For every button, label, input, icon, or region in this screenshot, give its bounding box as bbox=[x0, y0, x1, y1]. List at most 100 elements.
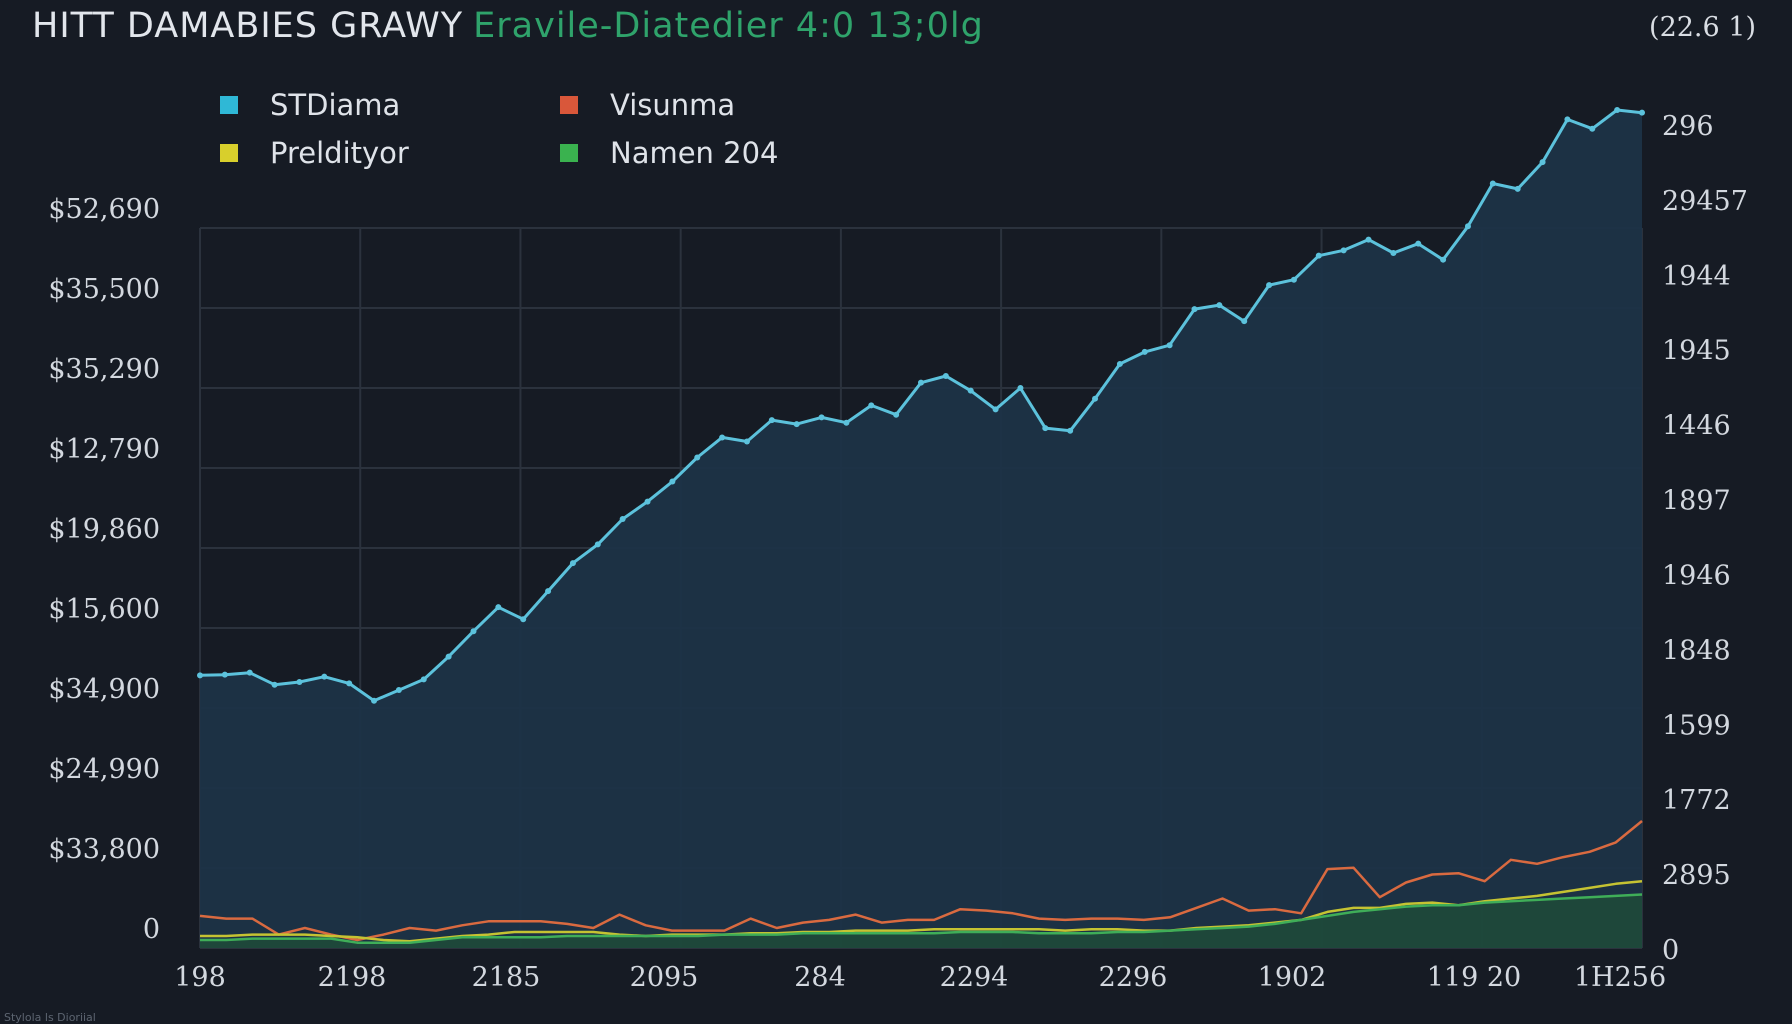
data-point bbox=[520, 616, 527, 623]
y-right-tick-label: 1599 bbox=[1662, 710, 1731, 741]
y-left-tick-label: $24,990 bbox=[48, 754, 160, 785]
y-left-tick-label: $12,790 bbox=[48, 434, 160, 465]
data-point bbox=[545, 588, 552, 595]
data-point bbox=[197, 672, 203, 679]
data-point bbox=[470, 628, 477, 635]
data-point bbox=[743, 438, 750, 445]
y-left-tick-label: 0 bbox=[143, 914, 160, 945]
data-point bbox=[893, 411, 900, 418]
series-line-visunma bbox=[199, 820, 1643, 942]
y-right-tick-label: 296 bbox=[1662, 111, 1714, 142]
data-point bbox=[694, 454, 701, 461]
data-point bbox=[1315, 252, 1322, 259]
y-right-tick-label: 1772 bbox=[1662, 785, 1731, 816]
y-right-tick-label: 2895 bbox=[1662, 860, 1731, 891]
data-point bbox=[768, 417, 775, 424]
x-tick-label: 2296 bbox=[1099, 962, 1168, 993]
x-tick-label: 284 bbox=[794, 962, 846, 993]
data-point bbox=[1440, 256, 1447, 263]
y-right-tick-label: 0 bbox=[1662, 935, 1679, 966]
data-point bbox=[1589, 125, 1596, 132]
series-area-stdiama bbox=[200, 110, 1642, 948]
data-point bbox=[644, 498, 651, 505]
data-point bbox=[818, 414, 825, 421]
data-point bbox=[868, 402, 875, 409]
y-left-tick-label: $19,860 bbox=[48, 514, 160, 545]
y-right-tick-label: 1945 bbox=[1662, 336, 1731, 367]
footer-label: Stylola ls Dioriial bbox=[4, 1011, 96, 1024]
y-right-tick-label: 29457 bbox=[1662, 186, 1748, 217]
data-point bbox=[1539, 159, 1546, 166]
legend-item-visunma[interactable]: Visunma bbox=[560, 88, 735, 122]
data-point bbox=[1290, 276, 1297, 283]
tick-labels: $52,690 $35,500 $35,290 $12,790 $19,860 $15,6… bbox=[48, 111, 1748, 993]
data-point bbox=[1116, 360, 1123, 367]
data-point bbox=[569, 560, 576, 567]
data-point bbox=[1191, 306, 1198, 313]
x-tick-label: 2198 bbox=[318, 962, 387, 993]
data-point bbox=[619, 515, 626, 522]
legend-item-namen[interactable]: Namen 204 bbox=[560, 136, 779, 170]
data-point bbox=[942, 372, 949, 379]
x-tick-label: 2095 bbox=[630, 962, 699, 993]
x-tick-label: 1H256 bbox=[1574, 962, 1666, 993]
data-point bbox=[1017, 384, 1024, 391]
series-lines bbox=[197, 107, 1645, 944]
legend-item-preldityor[interactable]: Preldityor bbox=[220, 136, 409, 170]
data-point bbox=[495, 604, 502, 611]
series-line-preldityor bbox=[200, 879, 1643, 943]
data-point bbox=[1489, 180, 1496, 187]
x-tick-label: 2294 bbox=[940, 962, 1009, 993]
data-point bbox=[1241, 318, 1248, 325]
data-point bbox=[1141, 348, 1148, 355]
data-point bbox=[1514, 185, 1521, 192]
x-tick-label: 1902 bbox=[1258, 962, 1327, 993]
data-point bbox=[346, 680, 353, 687]
y-right-tick-label: 1848 bbox=[1662, 635, 1731, 666]
chart-title: HITT DAMABIES GRAWY Eravile-Diatedier 4:0… bbox=[32, 6, 984, 46]
data-point bbox=[1390, 250, 1397, 257]
y-right-tick-label: 1446 bbox=[1662, 411, 1731, 442]
x-tick-label: 119 20 bbox=[1427, 962, 1521, 993]
area-layer bbox=[200, 110, 1642, 948]
data-point bbox=[992, 406, 999, 413]
data-point bbox=[321, 673, 328, 680]
series-line-namen-204 bbox=[200, 893, 1643, 944]
x-tick-label: 198 bbox=[174, 962, 226, 993]
corner-label: (22.6 1) bbox=[1649, 12, 1756, 43]
data-point bbox=[371, 697, 378, 704]
legend-label: Namen 204 bbox=[610, 136, 779, 170]
data-point bbox=[420, 676, 427, 683]
legend-label: STDiama bbox=[270, 88, 401, 122]
data-point bbox=[1415, 240, 1422, 247]
data-point bbox=[1216, 302, 1223, 309]
legend-label: Preldityor bbox=[270, 136, 409, 170]
data-point bbox=[445, 653, 452, 660]
data-point bbox=[271, 681, 278, 688]
data-point bbox=[918, 379, 924, 386]
chart-title-main: HITT DAMABIES GRAWY bbox=[32, 6, 464, 46]
data-point bbox=[1340, 247, 1347, 254]
x-tick-label: 2185 bbox=[472, 962, 541, 993]
data-point bbox=[395, 687, 402, 694]
data-point bbox=[296, 679, 303, 686]
y-left-tick-label: $34,900 bbox=[48, 674, 160, 705]
data-point bbox=[967, 387, 974, 394]
data-point bbox=[843, 419, 850, 426]
chart-subtitle: Eravile-Diatedier 4:0 13;0lg bbox=[473, 6, 984, 46]
legend-swatch-cyan bbox=[220, 96, 238, 114]
data-point bbox=[669, 478, 676, 485]
legend-swatch-yellow bbox=[220, 144, 238, 162]
data-point bbox=[1266, 282, 1273, 289]
y-left-tick-label: $35,290 bbox=[48, 354, 160, 385]
legend-label: Visunma bbox=[610, 88, 736, 122]
data-point bbox=[594, 541, 601, 548]
data-point bbox=[1042, 425, 1049, 432]
series-area-namen bbox=[200, 894, 1642, 948]
data-point bbox=[246, 669, 253, 676]
data-point bbox=[1166, 342, 1173, 349]
data-point bbox=[1067, 427, 1074, 434]
y-left-tick-label: $52,690 bbox=[48, 194, 160, 225]
legend-item-stdiama[interactable]: STDiama bbox=[220, 88, 400, 122]
